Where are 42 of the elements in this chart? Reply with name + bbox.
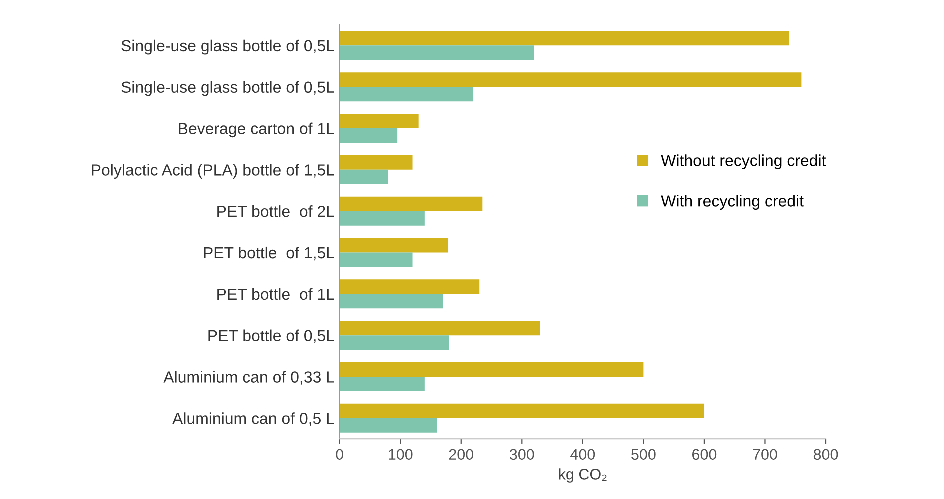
legend-label: With recycling credit <box>661 195 804 210</box>
y-tick-label: Beverage carton of 1L <box>179 122 334 138</box>
bar <box>340 321 540 336</box>
bar <box>340 72 802 88</box>
y-tick-label: PET bottle of 2L <box>218 206 334 218</box>
x-tick-label: 200 <box>449 449 474 460</box>
bar <box>340 238 448 253</box>
x-tick-label: 0 <box>336 449 344 460</box>
x-tick-label: 400 <box>570 449 596 460</box>
bar <box>340 418 438 433</box>
legend-label: Without recycling credit <box>661 154 826 170</box>
bar <box>340 196 483 212</box>
y-tick-label: Polylactic Acid (PLA) bottle of 1,5L <box>92 164 334 180</box>
bar <box>340 128 398 143</box>
x-tick-label: 800 <box>814 449 838 460</box>
bar <box>340 155 413 170</box>
bar <box>340 376 425 392</box>
bar <box>340 170 388 184</box>
bar <box>340 362 644 377</box>
bar <box>340 87 474 102</box>
x-tick-label: 100 <box>389 449 413 460</box>
bar <box>340 280 480 294</box>
bar <box>340 46 534 60</box>
y-tick-label: Aluminium can of 0,33 L <box>164 371 334 385</box>
x-tick-label: 700 <box>753 449 778 460</box>
x-axis-title: kg CO₂ <box>559 468 607 483</box>
bar <box>340 252 413 268</box>
y-tick-label: PET bottle of 1L <box>218 288 334 300</box>
bar <box>340 294 444 309</box>
x-tick-label: 600 <box>692 449 717 460</box>
y-tick-label: PET bottle of 1,5L <box>204 246 334 261</box>
y-tick-label: Single-use glass bottle of 0,5L <box>122 40 334 55</box>
y-tick-label: Single-use glass bottle of 0,5L <box>122 81 334 96</box>
bar <box>340 211 425 226</box>
y-tick-label: Aluminium can of 0,5 L <box>172 412 334 426</box>
bar <box>340 31 790 46</box>
bar <box>340 336 450 350</box>
y-tick-label: PET bottle of 0,5L <box>208 330 334 344</box>
x-tick-label: 500 <box>632 449 656 460</box>
x-tick-label: 300 <box>510 449 534 460</box>
bar <box>340 114 419 128</box>
bar <box>340 404 704 418</box>
